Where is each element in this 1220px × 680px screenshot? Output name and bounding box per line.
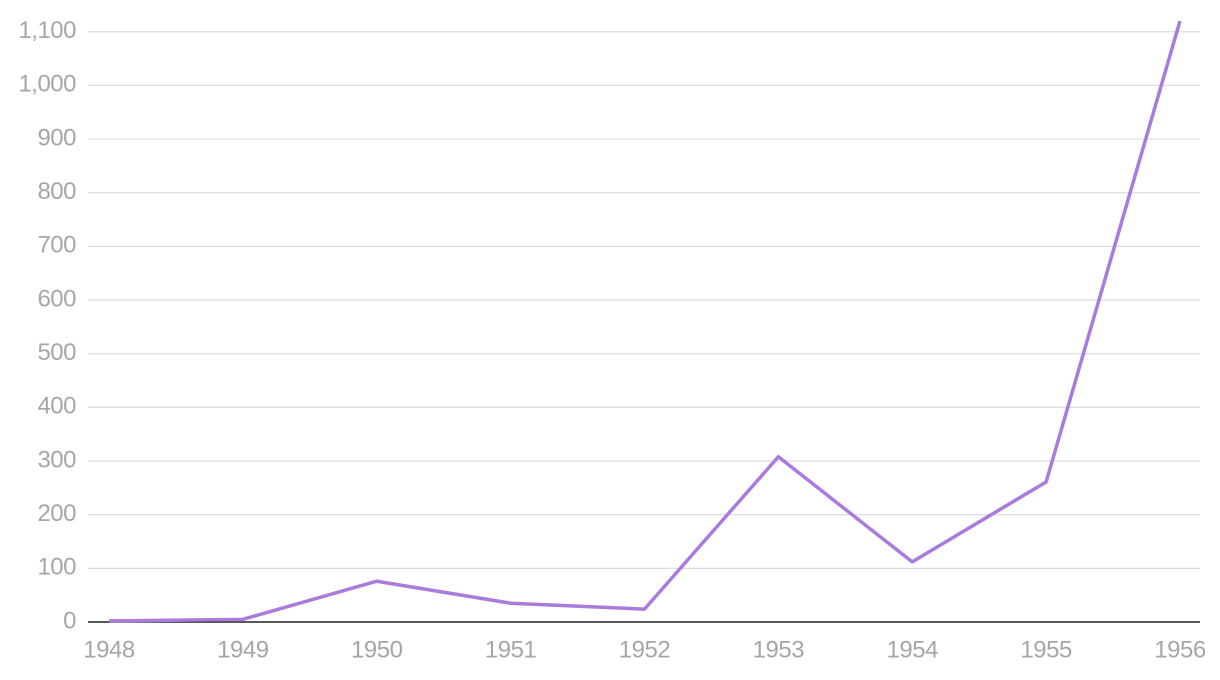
x-tick-label: 1953 xyxy=(753,636,805,663)
y-tick-label: 600 xyxy=(37,285,76,312)
y-tick-label: 1,100 xyxy=(18,17,76,44)
y-tick-label: 400 xyxy=(37,393,76,420)
y-tick-label: 800 xyxy=(37,178,76,205)
x-tick-label: 1948 xyxy=(83,636,135,663)
y-tick-label: 700 xyxy=(37,232,76,259)
y-tick-label: 900 xyxy=(37,124,76,151)
x-tick-label: 1956 xyxy=(1154,636,1206,663)
x-tick-label: 1952 xyxy=(619,636,671,663)
x-tick-label: 1951 xyxy=(485,636,537,663)
y-tick-label: 300 xyxy=(37,446,76,473)
x-tick-label: 1955 xyxy=(1020,636,1072,663)
line-series xyxy=(108,20,1182,623)
y-tick-label: 1,000 xyxy=(18,71,76,98)
y-tick-label: 200 xyxy=(37,500,76,527)
x-tick-label: 1949 xyxy=(217,636,269,663)
y-tick-label: 0 xyxy=(63,607,76,634)
y-tick-label: 500 xyxy=(37,339,76,366)
x-tick-label: 1954 xyxy=(887,636,939,663)
y-tick-label: 100 xyxy=(37,554,76,581)
x-tick-label: 1950 xyxy=(351,636,403,663)
